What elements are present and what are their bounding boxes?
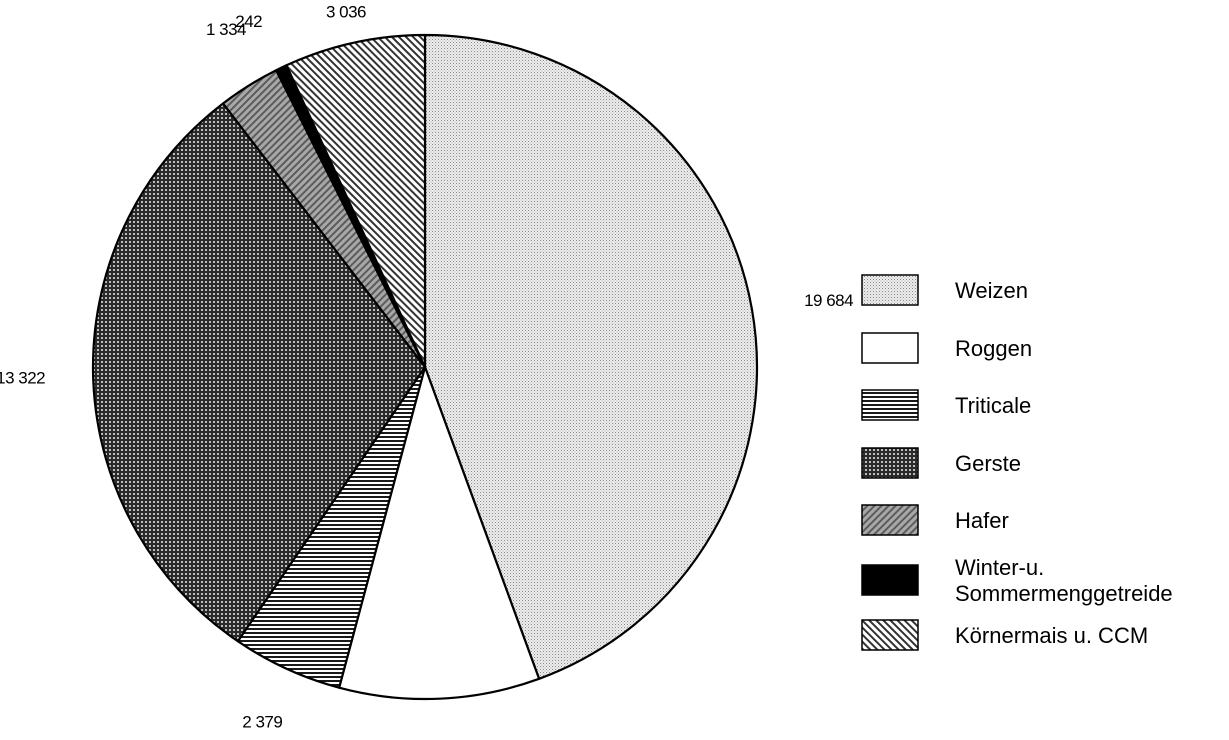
- pie-slice-roggen: [338, 365, 541, 701]
- legend-item-weizen: Weizen: [861, 274, 1028, 306]
- pie-slice-weizen: [423, 33, 759, 680]
- legend-swatch-winter-u-sommermenggetreide: [861, 564, 919, 596]
- slice-label-triticale: 2 379: [242, 713, 282, 732]
- legend-swatch-koernermais-u-ccm: [861, 619, 919, 651]
- legend-swatch-hafer: [861, 504, 919, 536]
- pie-slices: [91, 33, 759, 701]
- legend-label-hafer: Hafer: [955, 508, 1009, 533]
- legend-item-koernermais-u-ccm: Körnermais u. CCM: [861, 619, 1148, 651]
- legend-label-gerste: Gerste: [955, 451, 1021, 476]
- legend-label-triticale: Triticale: [955, 393, 1031, 418]
- legend: Weizen Roggen Triticale Gerste Hafer Winter-u…: [861, 274, 1173, 651]
- legend-item-roggen: Roggen: [861, 332, 1032, 364]
- slice-label-winter-u-sommermenggetreide: 242: [235, 12, 262, 31]
- slice-label-hafer: 1 334: [206, 20, 246, 39]
- legend-swatch-gerste: [861, 447, 919, 479]
- legend-item-hafer: Hafer: [861, 504, 1009, 536]
- legend-item-winter-u-sommermenggetreide: Winter-u.Sommermenggetreide: [861, 555, 1173, 606]
- legend-item-gerste: Gerste: [861, 447, 1021, 479]
- slice-label-koernermais-u-ccm: 3 036: [326, 3, 366, 22]
- legend-label-weizen: Weizen: [955, 278, 1028, 303]
- legend-item-triticale: Triticale: [861, 389, 1031, 421]
- slice-label-weizen: 19 684: [804, 291, 853, 310]
- pie-slice-koernermais-u-ccm: [285, 33, 427, 369]
- legend-label-roggen: Roggen: [955, 336, 1032, 361]
- slice-label-gerste: 13 322: [0, 369, 45, 388]
- legend-label-winter-u-sommermenggetreide-line-1: Winter-u.: [955, 555, 1044, 580]
- legend-swatch-triticale: [861, 389, 919, 421]
- legend-swatch-weizen: [861, 274, 919, 306]
- legend-swatch-roggen: [861, 332, 919, 364]
- legend-label-koernermais-u-ccm: Körnermais u. CCM: [955, 623, 1148, 648]
- pie-slice-gerste: [91, 102, 427, 643]
- legend-label-winter-u-sommermenggetreide-line-2: Sommermenggetreide: [955, 581, 1173, 606]
